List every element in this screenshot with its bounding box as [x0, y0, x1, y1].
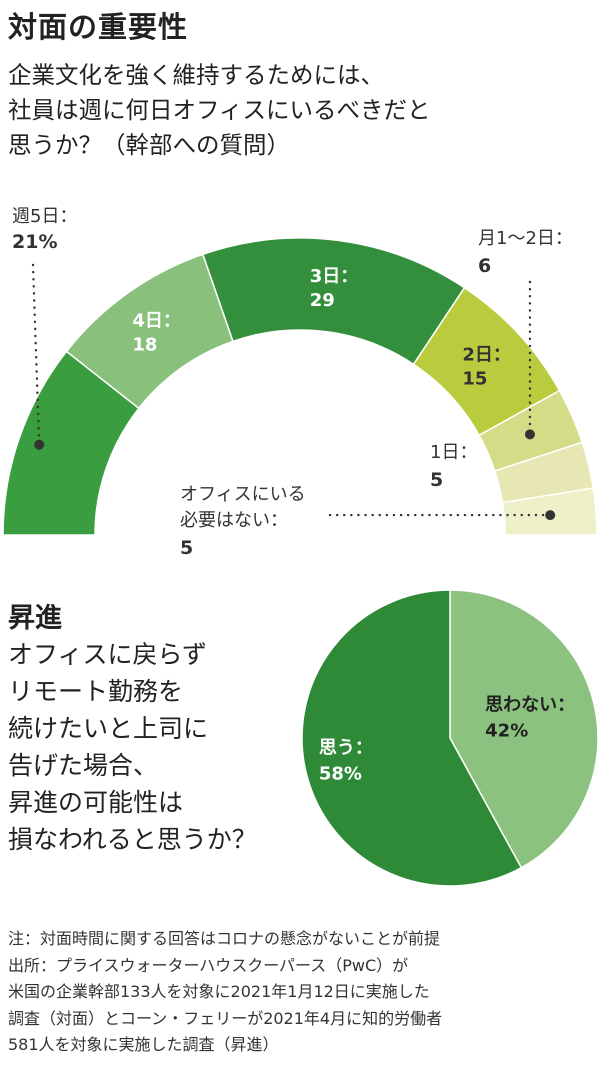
leader-dot: [545, 510, 556, 521]
segment-value-label: 5: [430, 469, 443, 491]
question-line: 昇進の可能性は: [8, 788, 184, 817]
note-line: 米国の企業幹部133人を対象に2021年1月12日に実施した: [8, 982, 430, 1001]
question-line: 告げた場合、: [8, 751, 159, 780]
pie-slice: [449, 589, 599, 869]
page-title: 対面の重要性: [8, 10, 189, 44]
question-line: オフィスに戻らず: [8, 640, 208, 669]
segment-name-label: 月1～2日：: [478, 228, 573, 249]
segment-name-label: オフィスにいる: [180, 484, 306, 505]
pie-name-label: 思わない：: [485, 695, 575, 716]
question-line: 社員は週に何日オフィスにいるべきだと: [8, 96, 431, 124]
question-office-days: 企業文化を強く維持するためには、 社員は週に何日オフィスにいるべきだと 思うか？…: [8, 58, 588, 163]
question-line: リモート勤務を: [8, 677, 184, 706]
semicircle-donut-chart: 週5日： 21% 4日： 18 3日： 29 2日： 15 月1～2日： 6 1日： 5 オフィスにいる…: [2, 206, 598, 559]
note-line: 出所：プライスウォーターハウスクーパース（PwC）が: [8, 955, 409, 975]
segment-value-label: 18: [132, 335, 157, 356]
segment-name-label: 2日：: [462, 345, 511, 366]
question-line: 思うか？（幹部への質問）: [8, 131, 290, 159]
question-line: 損なわれると思うか？: [8, 825, 257, 854]
pie-value-label: 42%: [485, 721, 528, 742]
leader-dot: [34, 439, 45, 450]
pie-name-label: 思う：: [319, 737, 373, 758]
source-notes: 注：対面時間に関する回答はコロナの懸念がないことが前提 出所：プライスウォーター…: [8, 926, 598, 1059]
segment-value-label: 6: [478, 255, 491, 277]
promotion-pie-chart: 思わない： 42% 思う： 58%: [301, 589, 599, 887]
segment-name-label: 4日：: [132, 311, 181, 332]
segment-value-label: 15: [462, 369, 487, 390]
question-line: 企業文化を強く維持するためには、: [8, 61, 384, 89]
note-line: 注：対面時間に関する回答はコロナの懸念がないことが前提: [8, 929, 441, 948]
pie-slice: [301, 589, 523, 887]
question-line: 続けたいと上司に: [8, 714, 209, 743]
leader-line: [31, 263, 41, 446]
note-line: 調査（対面）とコーン・フェリーが2021年4月に知的労働者: [8, 1008, 443, 1028]
segment-value-label: 29: [310, 290, 335, 311]
pie-value-label: 58%: [319, 763, 362, 784]
segment-name-label: 3日：: [310, 266, 359, 287]
segment-name-label: 1日：: [430, 442, 477, 463]
question-promotion: オフィスに戻らず リモート勤務を 続けたいと上司に 告げた場合、 昇進の可能性は…: [8, 636, 308, 858]
section-title-promotion: 昇進: [8, 603, 62, 634]
segment-value-label: 5: [180, 537, 193, 559]
segment-name-label: 必要はない：: [180, 510, 288, 531]
segment-value-label: 21%: [12, 231, 57, 253]
segment-name-label: 週5日：: [12, 206, 77, 227]
note-line: 581人を対象に実施した調査（昇進）: [8, 1035, 279, 1054]
leader-dot: [524, 429, 535, 440]
